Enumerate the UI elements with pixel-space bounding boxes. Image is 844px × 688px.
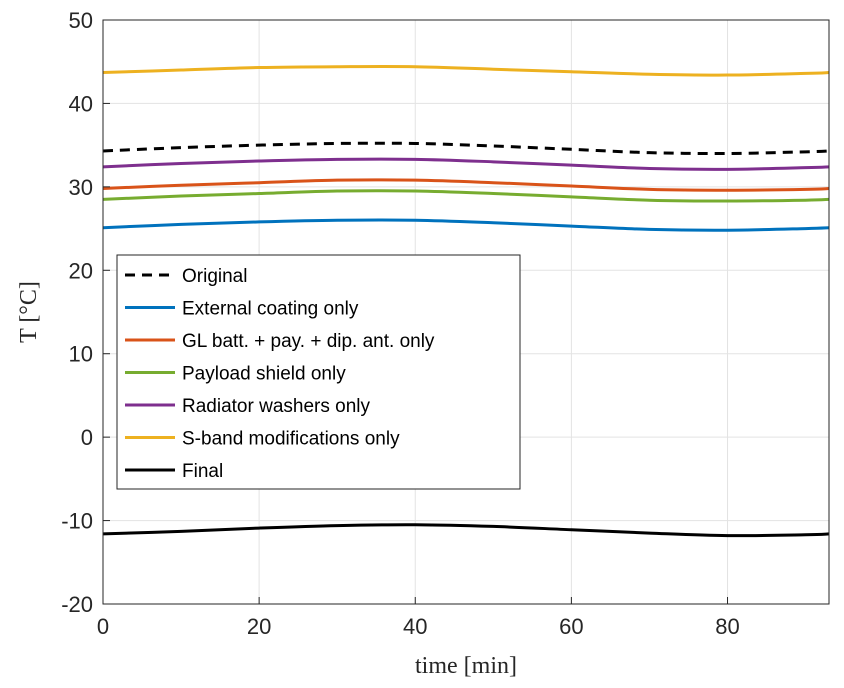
legend: Original External coating only GL batt. + … [116, 254, 521, 490]
series-line-6 [102, 65, 830, 77]
y-axis-label: T [°C] [16, 281, 42, 343]
legend-label: GL batt. + pay. + dip. ant. only [182, 331, 435, 352]
legend-label: Final [182, 461, 223, 482]
x-tick-label: 0 [97, 614, 109, 639]
x-tick-label: 40 [403, 614, 427, 639]
legend-label: Original [182, 266, 247, 287]
y-tick-label: 0 [81, 425, 93, 450]
series-line-7 [102, 523, 830, 538]
y-tick-label: 40 [69, 91, 93, 116]
series-line-4 [102, 189, 830, 203]
series-lines [102, 65, 830, 538]
legend-label: Radiator washers only [182, 396, 370, 417]
legend-box [116, 254, 521, 490]
y-tick-label: -10 [61, 509, 93, 534]
y-tick-label: 20 [69, 258, 93, 283]
x-tick-label: 60 [559, 614, 583, 639]
y-tick-label: 10 [69, 342, 93, 367]
y-tick-label: -20 [61, 592, 93, 617]
legend-label: S-band modifications only [182, 429, 400, 450]
x-axis-label: time [min] [415, 653, 517, 679]
series-line-2 [102, 218, 830, 232]
legend-label: External coating only [182, 299, 359, 320]
legend-label: Payload shield only [182, 364, 346, 385]
y-tick-label: 50 [69, 8, 93, 33]
x-tick-label: 80 [715, 614, 739, 639]
series-line-3 [102, 178, 830, 192]
series-line-5 [102, 157, 830, 171]
y-tick-label: 30 [69, 175, 93, 200]
axis-ticks: 0 20 40 60 80 -20 -10 0 10 20 30 40 50 [61, 8, 740, 639]
x-tick-label: 20 [247, 614, 271, 639]
plot-area-frame [102, 19, 830, 605]
